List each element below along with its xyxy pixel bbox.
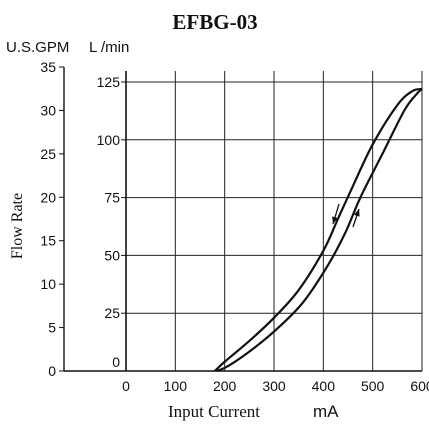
grid [126, 71, 423, 371]
lpm-tick-label: 25 [104, 305, 120, 321]
lpm-tick-label: 50 [104, 247, 120, 263]
x-axis-unit: mA [313, 402, 339, 421]
y-right-unit-label: L /min [89, 39, 129, 56]
axes [59, 66, 422, 372]
x-tick-label: 500 [361, 378, 385, 394]
series-curves [214, 87, 423, 373]
direction-arrows [332, 203, 360, 228]
lpm-tick-label: 0 [112, 354, 120, 370]
x-tick-label: 0 [122, 378, 130, 394]
tick-labels: 0 5 10 15 20 25 30 35 0 25 50 75 100 125 0 100 200 300 400… [40, 59, 429, 394]
x-tick-label: 600 [410, 378, 429, 394]
chart-title: EFBG-03 [172, 10, 257, 34]
lpm-tick-label: 100 [97, 132, 121, 148]
gpm-tick-label: 10 [40, 276, 56, 292]
lpm-tick-label: 125 [97, 74, 121, 90]
lpm-tick-label: 75 [104, 190, 120, 206]
gpm-tick-label: 5 [48, 320, 56, 336]
x-tick-label: 400 [312, 378, 336, 394]
x-tick-label: 300 [262, 378, 286, 394]
x-tick-label: 200 [213, 378, 237, 394]
gpm-tick-label: 30 [40, 102, 56, 118]
x-tick-label: 100 [164, 378, 188, 394]
gpm-tick-label: 20 [40, 189, 56, 205]
gpm-tick-label: 25 [40, 146, 56, 162]
gpm-tick-label: 35 [40, 59, 56, 75]
arrow-down-head [332, 216, 338, 224]
gpm-tick-label: 15 [40, 233, 56, 249]
arrow-up-head [353, 209, 360, 217]
y-axis-label: Flow Rate [9, 193, 26, 259]
series-curve-2 [216, 88, 423, 373]
y-left-unit-label: U.S.GPM [6, 39, 69, 56]
x-axis-label: Input Current [168, 402, 260, 421]
series-curve-1 [214, 87, 423, 372]
gpm-tick-label: 0 [48, 363, 56, 379]
